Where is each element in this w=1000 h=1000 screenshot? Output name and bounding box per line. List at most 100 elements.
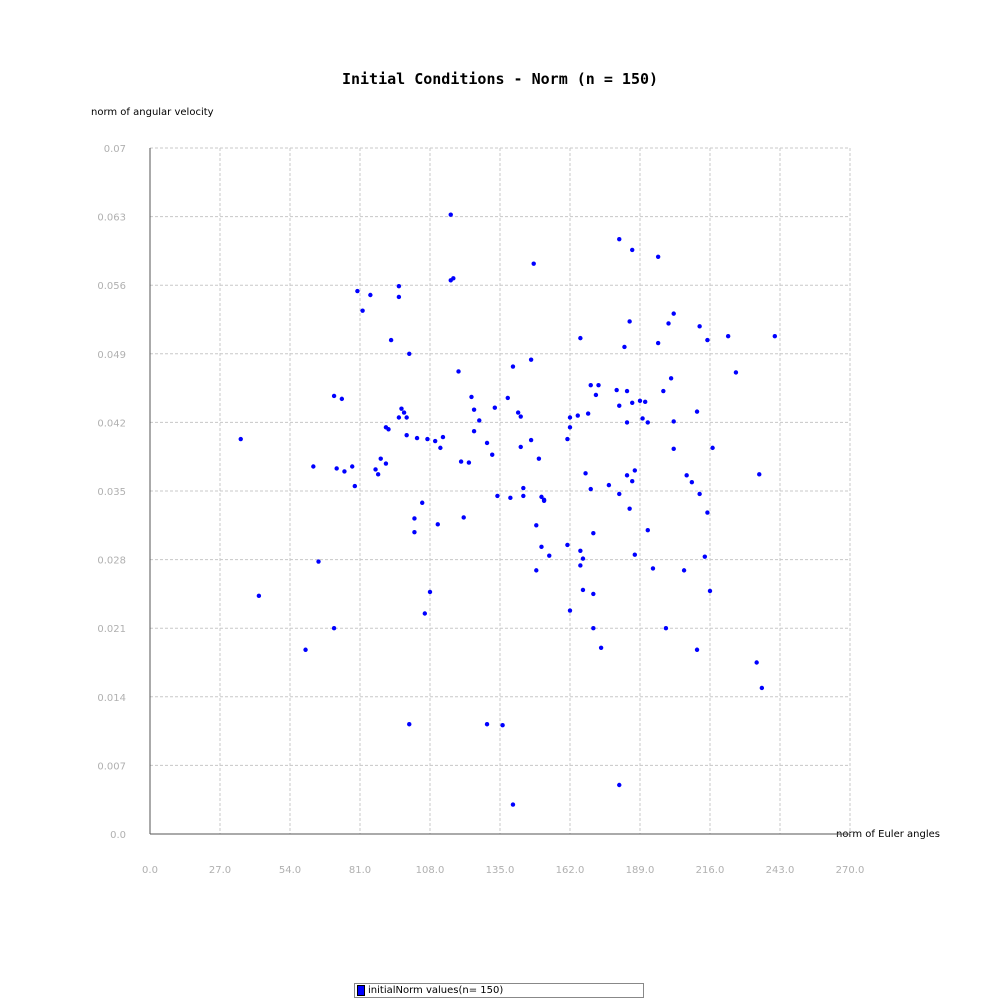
data-point: [617, 403, 622, 408]
y-tick-label: 0.0: [110, 830, 126, 841]
data-point: [591, 591, 596, 597]
x-tick-label: 54.0: [279, 865, 301, 876]
y-tick-label: 0.014: [97, 693, 126, 704]
data-point: [666, 321, 671, 326]
data-point: [477, 418, 482, 423]
data-point: [632, 468, 638, 473]
data-point: [671, 311, 676, 316]
grid: [150, 147, 851, 834]
data-point: [311, 464, 316, 469]
data-point: [528, 437, 534, 443]
data-point: [591, 530, 596, 536]
data-point: [536, 456, 542, 461]
data-point: [539, 544, 544, 550]
data-point: [492, 405, 498, 410]
data-point: [471, 407, 477, 412]
x-axis-label: norm of Euler angles: [836, 829, 940, 840]
data-point: [588, 382, 593, 388]
data-point: [645, 420, 650, 425]
y-tick-label: 0.042: [97, 418, 126, 429]
data-point: [360, 308, 365, 313]
data-point: [637, 398, 643, 404]
x-tick-label: 243.0: [766, 865, 795, 876]
data-point: [580, 556, 586, 561]
data-point: [407, 351, 412, 356]
data-point: [500, 723, 505, 728]
x-tick-label: 81.0: [349, 865, 371, 876]
data-point: [407, 722, 412, 727]
data-point: [684, 473, 689, 478]
data-points: [238, 212, 778, 807]
data-point: [694, 409, 700, 414]
x-tick-label: 0.0: [142, 865, 158, 876]
data-point: [681, 568, 687, 573]
data-point: [505, 395, 510, 401]
data-point: [663, 626, 669, 631]
data-point: [427, 589, 433, 595]
data-point: [528, 357, 534, 362]
data-point: [661, 388, 666, 394]
data-point: [518, 444, 523, 450]
data-point: [689, 479, 695, 485]
data-point: [655, 340, 661, 346]
data-point: [583, 471, 588, 476]
data-point: [490, 452, 495, 457]
y-tick-label: 0.049: [97, 350, 126, 361]
data-point: [622, 344, 627, 350]
data-point: [355, 288, 360, 294]
data-point: [412, 516, 417, 521]
data-point: [375, 472, 381, 477]
data-point: [671, 446, 676, 452]
data-point: [484, 440, 490, 446]
data-point: [399, 406, 404, 411]
x-tick-label: 162.0: [556, 865, 585, 876]
data-point: [534, 568, 539, 573]
data-point: [580, 587, 586, 593]
data-point: [238, 436, 243, 442]
data-point: [388, 337, 394, 343]
data-point: [614, 387, 619, 393]
y-tick-label: 0.021: [97, 624, 126, 635]
data-point: [596, 382, 601, 388]
data-point: [469, 394, 474, 400]
data-point: [331, 626, 337, 631]
y-tick-label: 0.028: [97, 556, 126, 567]
data-point: [759, 685, 765, 691]
data-point: [508, 495, 513, 501]
data-point: [334, 466, 339, 471]
data-point: [591, 626, 596, 631]
data-point: [624, 388, 630, 394]
data-point: [352, 483, 358, 489]
data-point: [350, 464, 355, 469]
y-axis-label: norm of angular velocity: [91, 107, 214, 118]
data-point: [541, 497, 547, 503]
data-point: [331, 393, 337, 399]
data-point: [456, 369, 461, 374]
data-point: [575, 413, 580, 418]
y-tick-label: 0.056: [97, 281, 126, 292]
data-point: [401, 410, 407, 415]
data-point: [438, 445, 443, 451]
data-point: [373, 467, 378, 472]
data-point: [606, 482, 612, 488]
data-point: [412, 529, 417, 535]
data-point: [378, 456, 383, 461]
data-point: [645, 528, 650, 533]
y-tick-label: 0.063: [97, 213, 126, 224]
data-point: [640, 416, 645, 421]
data-point: [702, 554, 708, 559]
data-point: [668, 376, 674, 381]
data-point: [440, 434, 446, 440]
data-point: [707, 588, 713, 594]
data-point: [630, 247, 635, 253]
data-point: [448, 212, 453, 217]
x-tick-label: 270.0: [836, 865, 865, 876]
data-point: [404, 432, 409, 438]
data-point: [754, 660, 759, 665]
data-point: [539, 494, 544, 500]
data-point: [521, 485, 526, 491]
data-point: [705, 510, 710, 515]
data-point: [531, 261, 536, 266]
data-point: [697, 324, 702, 329]
